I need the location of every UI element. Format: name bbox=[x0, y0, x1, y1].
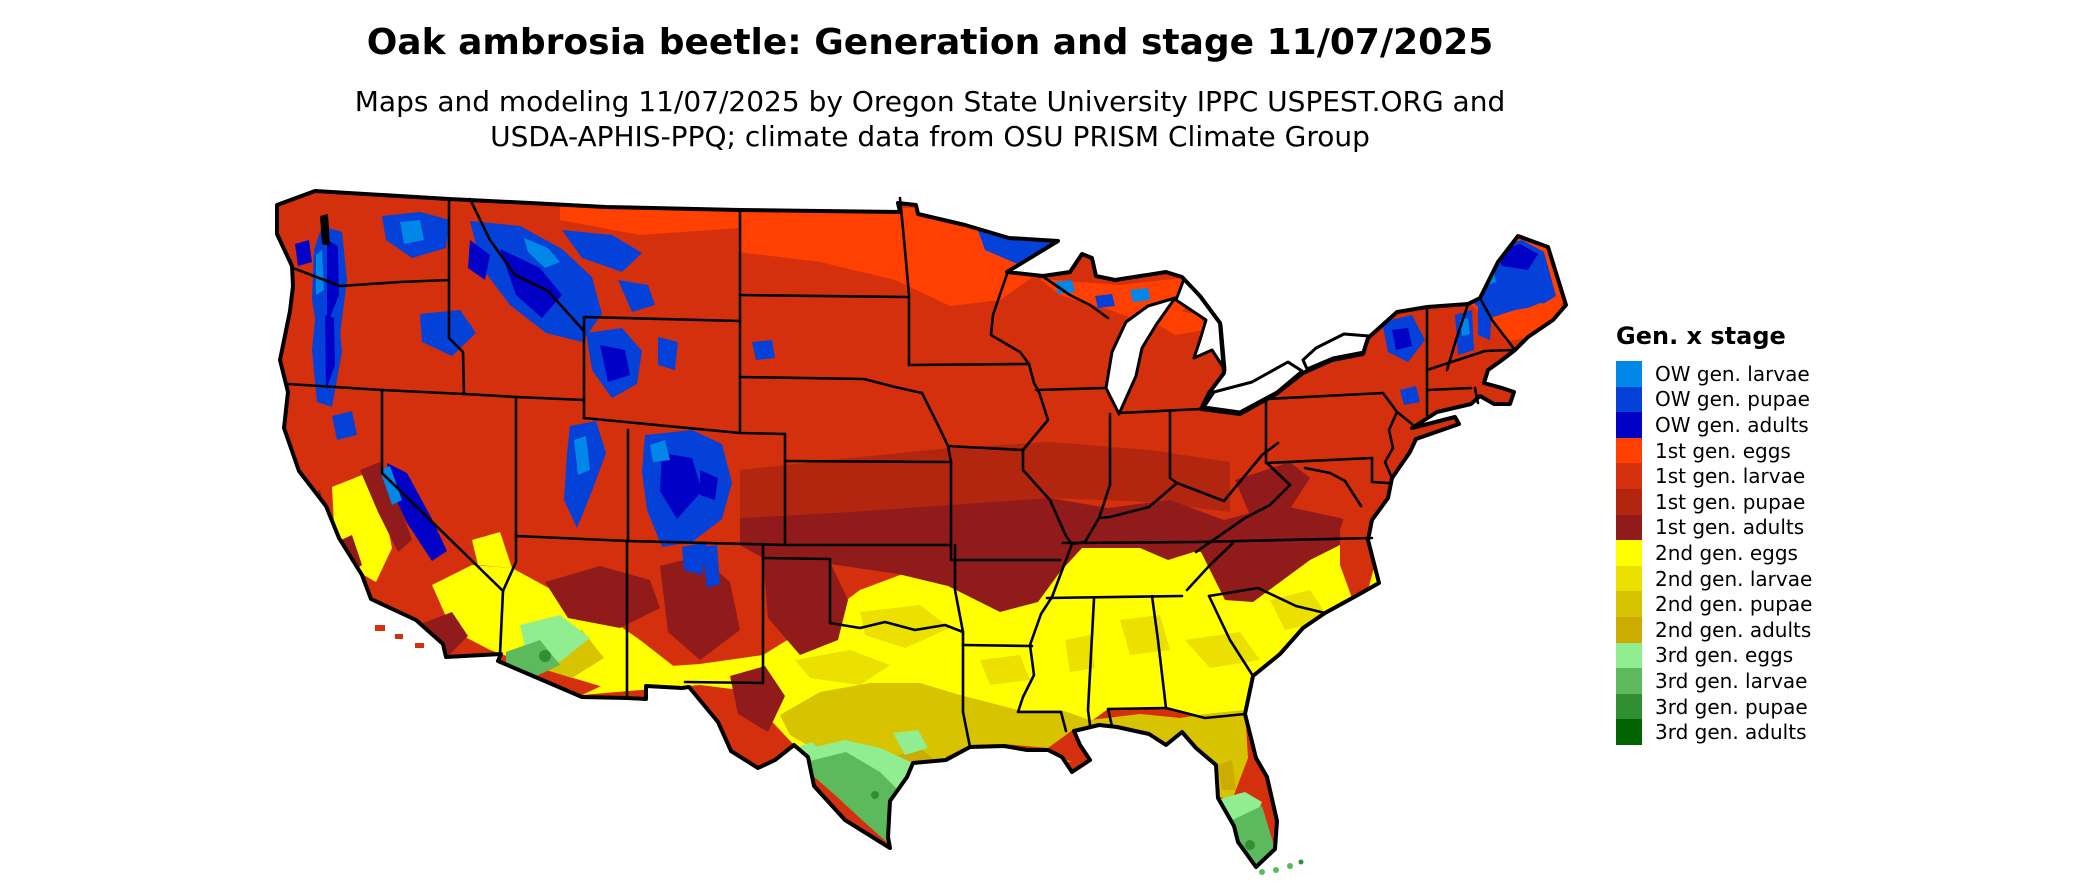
legend-item-g3_pupae: 3rd gen. pupae bbox=[1616, 693, 1812, 720]
legend-label-g2_adults: 2nd gen. adults bbox=[1655, 617, 1812, 642]
legend-label-g2_eggs: 2nd gen. eggs bbox=[1655, 540, 1798, 565]
legend-label-g1_eggs: 1st gen. eggs bbox=[1655, 438, 1791, 463]
legend-item-g1_adults: 1st gen. adults bbox=[1616, 514, 1812, 541]
legend-swatch-g3_adults bbox=[1616, 719, 1642, 745]
map-subtitle: Maps and modeling 11/07/2025 by Oregon S… bbox=[0, 84, 1860, 154]
legend-item-g1_pupae: 1st gen. pupae bbox=[1616, 488, 1812, 515]
legend-swatch-g3_eggs bbox=[1616, 642, 1642, 669]
zone-maine-orange-band bbox=[1495, 303, 1562, 342]
florida-keys bbox=[1259, 859, 1304, 875]
state-borders bbox=[286, 196, 1517, 749]
legend-swatch-ow_adults bbox=[1616, 412, 1642, 438]
legend-label-ow_larvae: OW gen. larvae bbox=[1655, 361, 1810, 386]
map-zones bbox=[277, 191, 1566, 867]
legend-item-g3_eggs: 3rd gen. eggs bbox=[1616, 642, 1812, 669]
us-outline bbox=[275, 189, 1568, 869]
legend-item-g2_eggs: 2nd gen. eggs bbox=[1616, 540, 1812, 566]
lake-michigan bbox=[1104, 296, 1177, 416]
legend-swatch-ow_larvae bbox=[1616, 361, 1642, 387]
map-title: Oak ambrosia beetle: Generation and stag… bbox=[366, 22, 1494, 63]
legend-item-g3_adults: 3rd gen. adults bbox=[1616, 719, 1812, 745]
legend-label-g3_eggs: 3rd gen. eggs bbox=[1655, 643, 1794, 668]
legend-label-g2_larvae: 2nd gen. larvae bbox=[1655, 566, 1813, 591]
legend-label-g2_pupae: 2nd gen. pupae bbox=[1655, 592, 1813, 617]
legend-item-g1_larvae: 1st gen. larvae bbox=[1616, 463, 1812, 489]
legend-label-ow_adults: OW gen. adults bbox=[1655, 412, 1809, 437]
legend: Gen. x stage OW gen. larvae OW gen. pupae… bbox=[1616, 322, 1812, 745]
legend-swatch-g1_larvae bbox=[1616, 463, 1642, 489]
legend-item-g2_adults: 2nd gen. adults bbox=[1616, 616, 1812, 643]
legend-swatch-g1_pupae bbox=[1616, 488, 1642, 515]
legend-swatch-g1_eggs bbox=[1616, 437, 1642, 464]
legend-item-g1_eggs: 1st gen. eggs bbox=[1616, 437, 1812, 464]
subtitle-line-2: USDA-APHIS-PPQ; climate data from OSU PR… bbox=[490, 120, 1370, 153]
legend-item-g2_larvae: 2nd gen. larvae bbox=[1616, 565, 1813, 592]
legend-swatch-g2_pupae bbox=[1616, 591, 1642, 617]
legend-swatch-g2_adults bbox=[1616, 616, 1642, 643]
legend-item-g3_larvae: 3rd gen. larvae bbox=[1616, 668, 1812, 694]
legend-label-ow_pupae: OW gen. pupae bbox=[1655, 387, 1810, 412]
legend-item-ow_adults: OW gen. adults bbox=[1616, 412, 1812, 438]
zone-ow-adults bbox=[295, 240, 1538, 561]
legend-title: Gen. x stage bbox=[1616, 322, 1786, 350]
legend-label-g3_pupae: 3rd gen. pupae bbox=[1655, 694, 1808, 719]
legend-swatch-g2_larvae bbox=[1616, 565, 1642, 592]
subtitle-line-1: Maps and modeling 11/07/2025 by Oregon S… bbox=[354, 85, 1506, 118]
legend-item-g2_pupae: 2nd gen. pupae bbox=[1616, 591, 1812, 617]
legend-label-g1_larvae: 1st gen. larvae bbox=[1655, 464, 1806, 489]
zone-3rd-larvae bbox=[506, 640, 1275, 867]
legend-label-g3_larvae: 3rd gen. larvae bbox=[1655, 668, 1808, 693]
legend-swatch-ow_pupae bbox=[1616, 386, 1642, 413]
legend-swatch-g3_larvae bbox=[1616, 668, 1642, 694]
legend-item-ow_pupae: OW gen. pupae bbox=[1616, 386, 1812, 413]
zone-3rd-pupae bbox=[539, 650, 1255, 850]
puget-sound bbox=[320, 214, 330, 246]
zone-coastal-red bbox=[1340, 505, 1376, 598]
legend-item-ow_larvae: OW gen. larvae bbox=[1616, 361, 1812, 387]
legend-swatch-g1_adults bbox=[1616, 514, 1642, 541]
legend-label-g3_adults: 3rd gen. adults bbox=[1655, 720, 1807, 745]
legend-label-g1_pupae: 1st gen. pupae bbox=[1655, 489, 1806, 514]
legend-label-g1_adults: 1st gen. adults bbox=[1655, 515, 1805, 540]
legend-swatch-g3_pupae bbox=[1616, 693, 1642, 720]
channel-islands bbox=[375, 625, 424, 648]
legend-swatch-g2_eggs bbox=[1616, 540, 1642, 566]
legend-entries: OW gen. larvae OW gen. pupae OW gen. adult… bbox=[1616, 361, 1812, 745]
